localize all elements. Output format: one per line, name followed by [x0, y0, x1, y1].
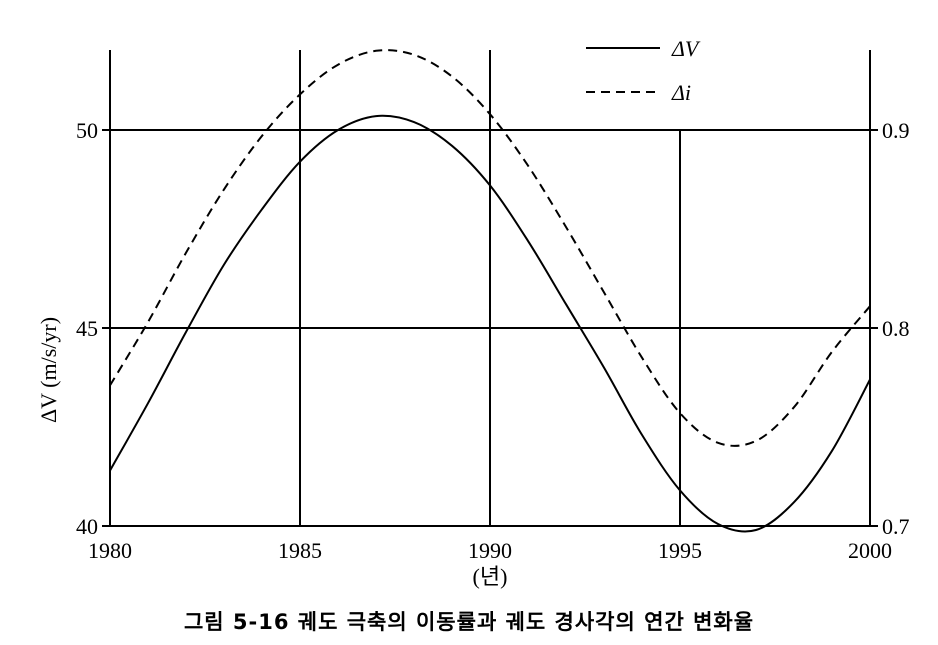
legend-label-di: Δi	[671, 80, 691, 105]
x-tick-label: 1990	[468, 538, 512, 563]
y-tick-label: 40	[76, 514, 98, 539]
figure-caption: 그림 5-16 궤도 극축의 이동률과 궤도 경사각의 연간 변화율	[183, 610, 755, 634]
y-tick-label: 50	[76, 118, 98, 143]
series-line-dv	[109, 114, 871, 533]
y-axis-label: ΔV (m/s/yr)	[36, 317, 61, 423]
y-tick-label: 45	[76, 316, 98, 341]
tick-labels: 1980 1985 1990 1995 2000 40 45 50 0.7 0.8 0.9	[76, 118, 910, 563]
series-layer	[109, 49, 871, 533]
legend-label-dv: ΔV	[671, 36, 701, 61]
x-tick-label: 1985	[278, 538, 322, 563]
grid-lines	[110, 50, 870, 526]
y2-tick-label: 0.8	[882, 316, 910, 341]
x-axis-label: (년)	[473, 564, 508, 589]
x-tick-label: 1995	[658, 538, 702, 563]
y2-tick-label: 0.9	[882, 118, 910, 143]
series-line-di	[109, 49, 871, 447]
legend: ΔV Δi	[586, 36, 701, 105]
y2-tick-label: 0.7	[882, 514, 910, 539]
x-tick-label: 1980	[88, 538, 132, 563]
x-tick-label: 2000	[848, 538, 892, 563]
